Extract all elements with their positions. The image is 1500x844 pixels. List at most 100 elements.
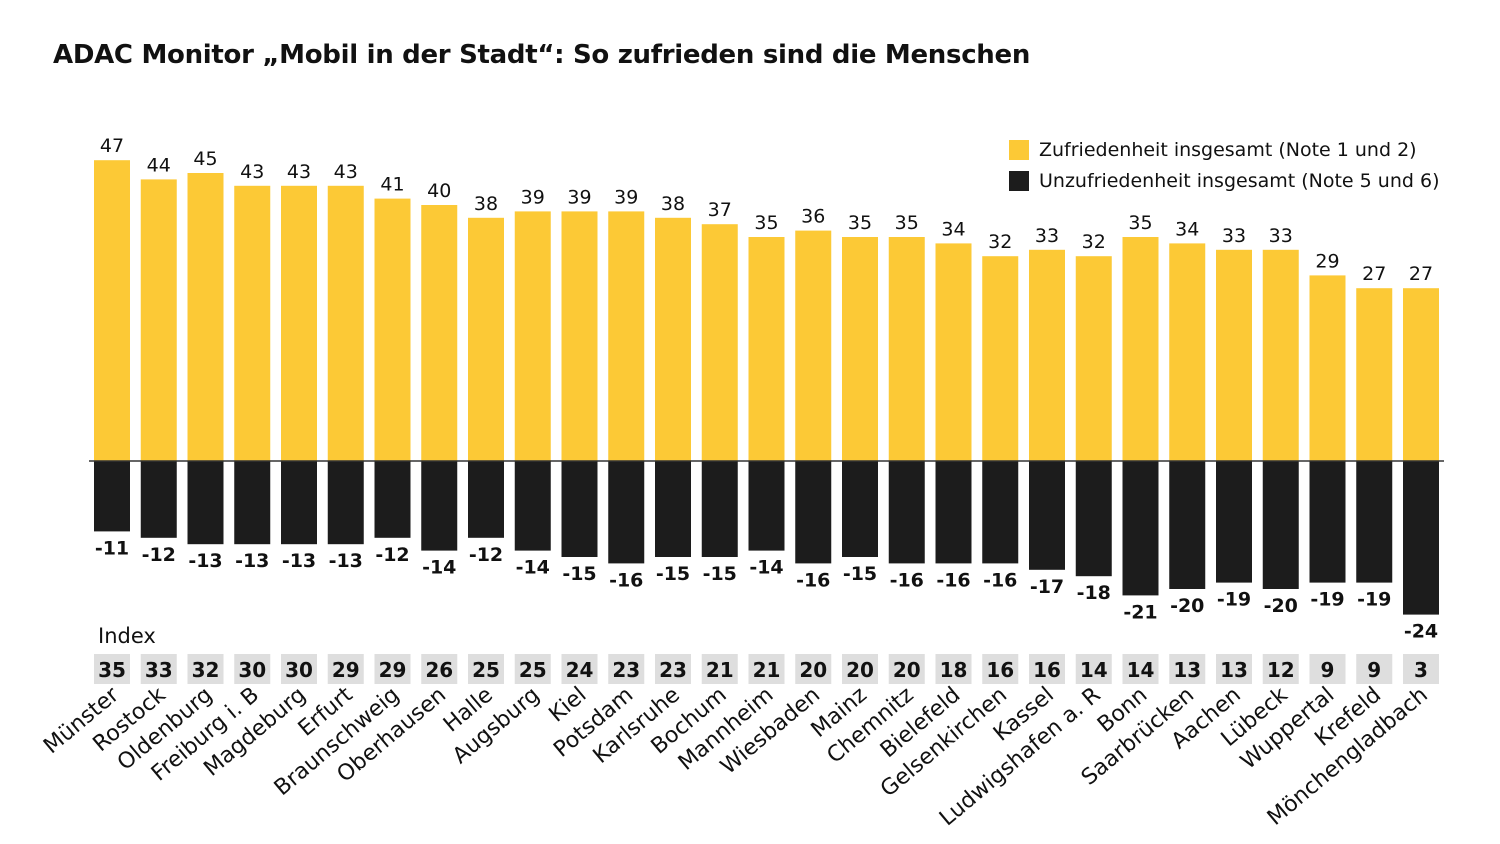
index-value: 30 <box>238 658 266 682</box>
bar-satisfaction <box>842 237 878 461</box>
bar-satisfaction <box>234 185 271 462</box>
index-value: 29 <box>332 658 360 682</box>
index-value: 26 <box>425 658 453 682</box>
legend-item-satisfaction: Zufriedenheit insgesamt (Note 1 und 2) <box>1009 134 1439 165</box>
value-label-dissatisfaction: -15 <box>562 563 596 585</box>
legend: Zufriedenheit insgesamt (Note 1 und 2) U… <box>1009 134 1439 196</box>
index-box <box>748 654 785 684</box>
index-value: 20 <box>846 658 874 682</box>
index-value: 23 <box>612 658 640 682</box>
value-label-dissatisfaction: -16 <box>983 569 1017 591</box>
bar-satisfaction <box>1309 275 1346 461</box>
bar-dissatisfaction <box>608 461 645 564</box>
index-box <box>701 654 738 684</box>
value-label-satisfaction: 45 <box>193 148 217 170</box>
value-label-satisfaction: 32 <box>1082 231 1106 253</box>
bar-dissatisfaction <box>327 461 364 545</box>
value-label-satisfaction: 34 <box>1175 218 1199 240</box>
value-label-satisfaction: 38 <box>474 193 498 215</box>
value-label-satisfaction: 33 <box>1269 225 1293 247</box>
legend-label-satisfaction: Zufriedenheit insgesamt (Note 1 und 2) <box>1039 138 1417 161</box>
bar-satisfaction <box>1169 243 1206 461</box>
index-value: 29 <box>379 658 407 682</box>
value-label-satisfaction: 41 <box>380 174 404 196</box>
index-box <box>1122 654 1159 684</box>
value-label-dissatisfaction: -20 <box>1264 595 1298 617</box>
value-label-satisfaction: 27 <box>1362 263 1386 285</box>
bar-satisfaction <box>421 205 458 461</box>
index-box <box>281 654 317 684</box>
index-value: 13 <box>1173 658 1201 682</box>
bar-dissatisfaction <box>982 461 1019 564</box>
value-label-satisfaction: 32 <box>988 231 1012 253</box>
value-label-satisfaction: 35 <box>848 212 872 234</box>
index-value: 32 <box>192 658 220 682</box>
bar-dissatisfaction <box>1403 461 1439 615</box>
index-value: 16 <box>986 658 1014 682</box>
value-label-satisfaction: 35 <box>1128 212 1152 234</box>
value-label-satisfaction: 37 <box>708 199 732 221</box>
bar-satisfaction <box>514 211 551 461</box>
value-label-dissatisfaction: -14 <box>422 557 456 579</box>
index-box <box>561 654 598 684</box>
value-label-satisfaction: 35 <box>754 212 778 234</box>
bar-dissatisfaction <box>1262 461 1299 589</box>
index-box <box>1075 654 1112 684</box>
value-label-dissatisfaction: -17 <box>1030 576 1064 598</box>
bar-satisfaction <box>1216 249 1252 461</box>
value-label-satisfaction: 39 <box>614 186 638 208</box>
index-box <box>1262 654 1299 684</box>
index-box <box>1309 654 1346 684</box>
index-value: 35 <box>98 658 126 682</box>
value-label-dissatisfaction: -12 <box>142 544 176 566</box>
bar-dissatisfaction <box>1356 461 1393 583</box>
value-label-dissatisfaction: -16 <box>609 569 643 591</box>
index-value: 9 <box>1321 658 1335 682</box>
bar-dissatisfaction <box>1309 461 1346 583</box>
index-value: 21 <box>753 658 781 682</box>
bar-dissatisfaction <box>421 461 458 551</box>
value-label-dissatisfaction: -16 <box>890 569 924 591</box>
value-label-dissatisfaction: -13 <box>235 550 269 572</box>
bar-dissatisfaction <box>281 461 317 545</box>
bar-satisfaction <box>561 211 598 461</box>
index-box <box>982 654 1019 684</box>
bar-satisfaction <box>1029 249 1065 461</box>
index-box <box>1216 654 1252 684</box>
bar-satisfaction <box>655 217 691 461</box>
bar-satisfaction <box>1403 288 1439 461</box>
index-value: 16 <box>1033 658 1061 682</box>
legend-item-dissatisfaction: Unzufriedenheit insgesamt (Note 5 und 6) <box>1009 165 1439 196</box>
value-label-dissatisfaction: -24 <box>1404 621 1438 643</box>
index-box <box>327 654 364 684</box>
value-label-satisfaction: 39 <box>567 186 591 208</box>
bar-satisfaction <box>468 217 504 461</box>
bar-dissatisfaction <box>94 461 130 532</box>
legend-swatch-black <box>1009 170 1029 191</box>
value-label-satisfaction: 40 <box>427 180 451 202</box>
chart-title: ADAC Monitor „Mobil in der Stadt“: So zu… <box>53 40 1031 70</box>
value-label-dissatisfaction: -13 <box>329 550 363 572</box>
index-value: 20 <box>893 658 921 682</box>
index-label: Index <box>98 624 156 648</box>
bar-satisfaction <box>795 230 832 461</box>
index-box <box>1169 654 1206 684</box>
index-box <box>514 654 551 684</box>
value-label-satisfaction: 39 <box>521 186 545 208</box>
value-label-satisfaction: 36 <box>801 206 825 228</box>
value-label-satisfaction: 34 <box>941 218 965 240</box>
index-box <box>234 654 271 684</box>
index-value: 12 <box>1267 658 1295 682</box>
index-box <box>935 654 972 684</box>
bar-dissatisfaction <box>1216 461 1252 583</box>
value-label-satisfaction: 43 <box>287 161 311 183</box>
legend-swatch-yellow <box>1009 139 1029 160</box>
value-label-dissatisfaction: -20 <box>1170 595 1204 617</box>
bar-satisfaction <box>701 224 738 461</box>
bar-dissatisfaction <box>701 461 738 557</box>
bar-satisfaction <box>187 173 224 461</box>
bar-satisfaction <box>1122 237 1159 461</box>
bar-satisfaction <box>1262 249 1299 461</box>
bar-dissatisfaction <box>1075 461 1112 577</box>
